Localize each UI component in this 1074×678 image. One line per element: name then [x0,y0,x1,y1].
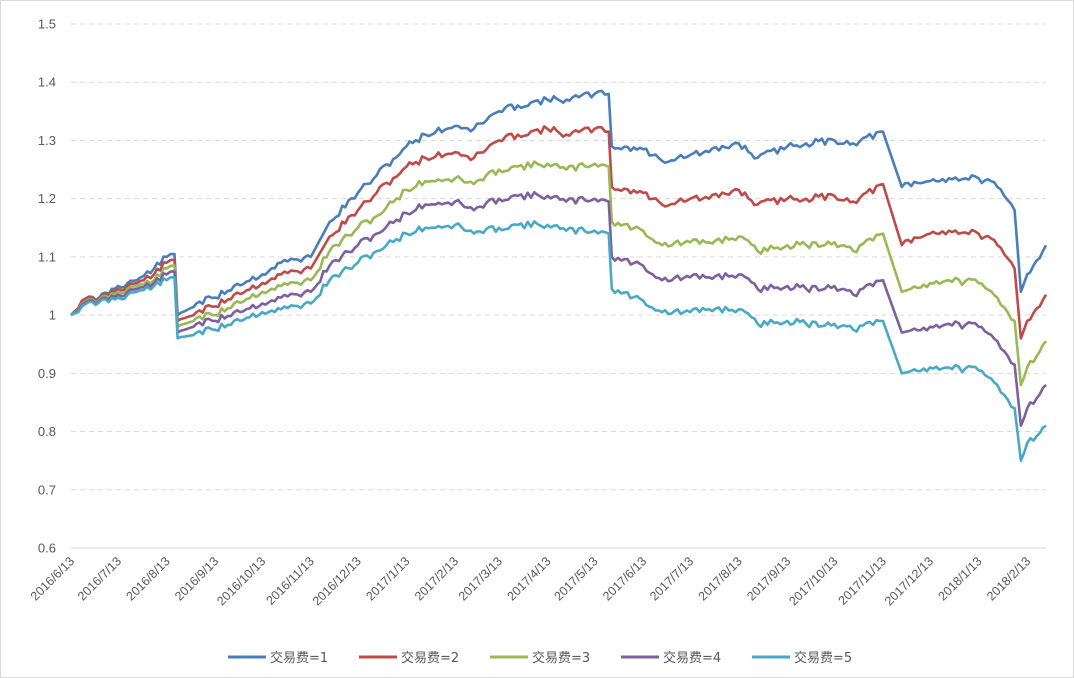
y-tick-label: 1 [49,308,56,323]
y-tick-label: 1.2 [38,191,56,206]
series-line [70,191,1047,428]
y-tick-label: 0.7 [38,482,56,497]
legend-label: 交易费=4 [663,650,721,666]
y-tick-label: 0.6 [38,541,56,556]
x-tick-label: 2017/3/13 [456,554,505,603]
y-axis-ticks: 0.6 0.7 0.8 0.9 1 1.1 1.2 1.3 1.4 1.5 [38,17,56,556]
x-tick-label: 2017/1/13 [363,554,412,603]
y-tick-label: 0.8 [38,424,56,439]
series-line [70,89,1048,317]
series-lines [70,89,1048,463]
y-tick-label: 1.1 [38,249,56,264]
x-tick-label: 2018/1/13 [935,554,984,603]
x-tick-label: 2016/9/13 [172,554,221,603]
x-tick-label: 2017/5/13 [551,554,600,603]
x-tick-label: 2016/8/13 [124,554,173,603]
gridlines [71,23,1046,491]
x-tick-label: 2017/12/13 [882,554,936,608]
x-tick-label: 2018/2/13 [984,554,1033,603]
legend-label: 交易费=1 [270,650,328,666]
x-tick-label: 2017/7/13 [647,554,696,603]
x-tick-label: 2016/10/13 [214,554,268,608]
x-tick-label: 2016/7/13 [75,554,124,603]
x-tick-label: 2017/6/13 [600,554,649,603]
series-line [70,160,1047,387]
x-tick-label: 2016/11/13 [263,554,317,608]
x-tick-label: 2017/8/13 [696,554,745,603]
legend-label: 交易费=5 [794,650,852,666]
x-tick-label: 2017/4/13 [504,554,553,603]
x-tick-label: 2016/6/13 [28,554,77,603]
y-tick-label: 1.5 [38,17,56,32]
legend: 交易费=1 交易费=2 交易费=3 交易费=4 交易费=5 [228,650,852,666]
y-tick-label: 0.9 [38,366,56,381]
y-tick-label: 1.4 [38,75,56,90]
legend-label: 交易费=3 [532,650,590,666]
x-tick-label: 2017/11/13 [836,554,890,608]
x-tick-label: 2017/2/13 [412,554,461,603]
y-tick-label: 1.3 [38,133,56,148]
x-tick-label: 2017/9/13 [744,554,793,603]
series-line [70,125,1048,340]
x-tick-label: 2016/12/13 [310,554,364,608]
series-line [70,220,1047,463]
x-tick-label: 2017/10/13 [786,554,840,608]
legend-label: 交易费=2 [401,650,459,666]
